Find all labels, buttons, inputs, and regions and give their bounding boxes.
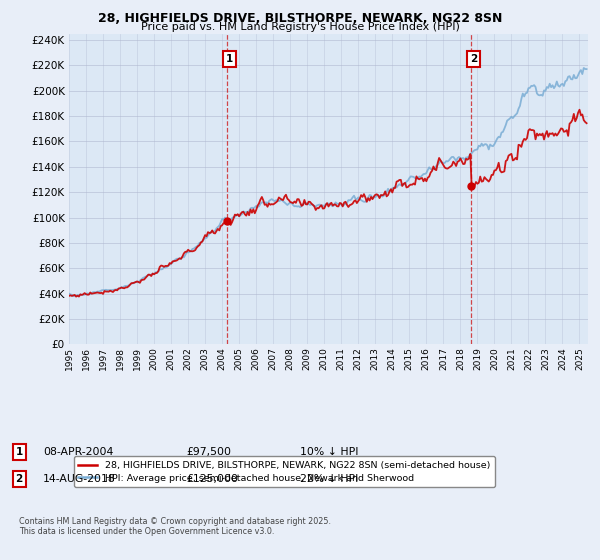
- Text: Price paid vs. HM Land Registry's House Price Index (HPI): Price paid vs. HM Land Registry's House …: [140, 22, 460, 32]
- Text: 08-APR-2004: 08-APR-2004: [43, 447, 113, 457]
- Text: 1: 1: [16, 447, 23, 457]
- Text: £125,000: £125,000: [186, 474, 238, 484]
- Text: 1: 1: [226, 54, 233, 64]
- Text: 22% ↓ HPI: 22% ↓ HPI: [300, 474, 358, 484]
- Text: Contains HM Land Registry data © Crown copyright and database right 2025.
This d: Contains HM Land Registry data © Crown c…: [19, 517, 331, 536]
- Text: 2: 2: [470, 54, 477, 64]
- Text: 14-AUG-2018: 14-AUG-2018: [43, 474, 116, 484]
- Text: £97,500: £97,500: [186, 447, 231, 457]
- Text: 2: 2: [16, 474, 23, 484]
- Legend: 28, HIGHFIELDS DRIVE, BILSTHORPE, NEWARK, NG22 8SN (semi-detached house), HPI: A: 28, HIGHFIELDS DRIVE, BILSTHORPE, NEWARK…: [74, 456, 495, 487]
- Text: 28, HIGHFIELDS DRIVE, BILSTHORPE, NEWARK, NG22 8SN: 28, HIGHFIELDS DRIVE, BILSTHORPE, NEWARK…: [98, 12, 502, 25]
- Text: 10% ↓ HPI: 10% ↓ HPI: [300, 447, 359, 457]
